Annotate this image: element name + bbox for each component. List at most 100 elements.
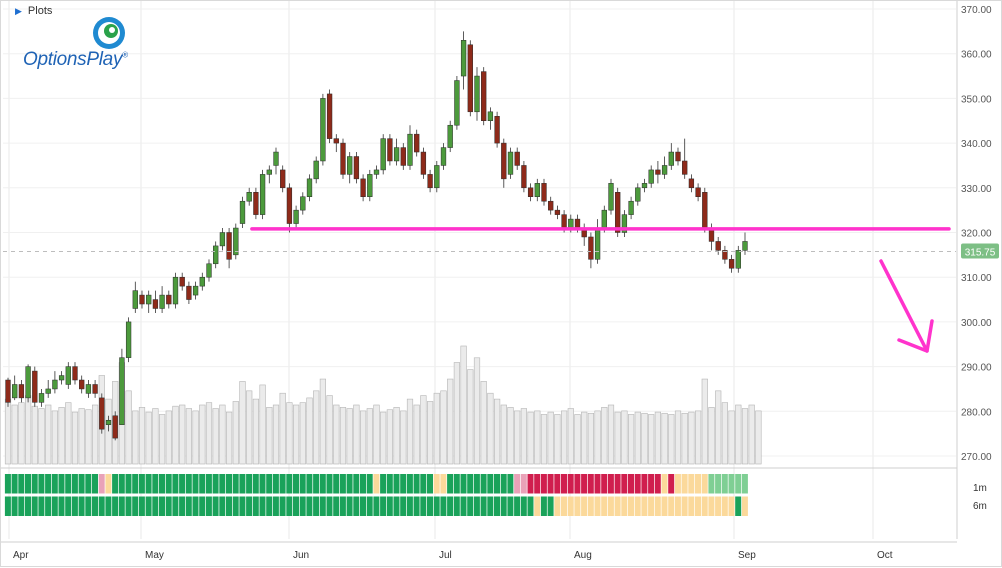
candle-body[interactable] [32,370,38,403]
candle-body[interactable] [320,98,326,162]
candle-body[interactable] [641,183,648,189]
candle-body[interactable] [407,133,413,166]
candle-body[interactable] [635,187,641,202]
candle-body[interactable] [192,285,199,296]
candle-body[interactable] [18,384,25,399]
candle-body[interactable] [72,366,78,381]
candle-body[interactable] [668,151,674,166]
candle-body[interactable] [159,294,165,309]
candle-body[interactable] [326,93,333,139]
candle-body[interactable] [146,294,152,305]
candle-body[interactable] [213,245,219,265]
candle-body[interactable] [367,174,373,197]
candle-body[interactable] [621,214,628,233]
candle-body[interactable] [594,227,601,260]
candle-body[interactable] [514,151,520,166]
candle-body[interactable] [467,44,473,113]
candle-body[interactable] [306,178,313,197]
candle-body[interactable] [38,393,45,403]
candle-body[interactable] [347,156,353,175]
candle-body[interactable] [239,200,246,224]
candle-body[interactable] [353,156,360,180]
candle-body[interactable] [85,384,92,394]
candle-body[interactable] [300,196,306,211]
candle-body[interactable] [588,236,594,260]
candle-body[interactable] [695,187,701,197]
candle-body[interactable] [280,169,286,189]
candle-body[interactable] [219,232,226,247]
candle-body[interactable] [507,151,514,175]
candle-body[interactable] [233,227,239,256]
candle-body[interactable] [152,299,159,309]
candle-body[interactable] [648,169,654,184]
candle-body[interactable] [527,187,534,197]
candle-body[interactable] [186,285,192,300]
candle-body[interactable] [293,209,299,224]
candle-body[interactable] [474,75,480,113]
candle-body[interactable] [722,250,728,260]
candle-body[interactable] [79,379,85,390]
candle-body[interactable] [661,165,668,175]
candle-body[interactable] [246,192,252,202]
candle-body[interactable] [387,138,393,162]
candle-body[interactable] [568,218,574,229]
candle-body[interactable] [92,384,98,394]
candle-body[interactable] [58,375,65,381]
candle-body[interactable] [380,138,386,171]
candle-body[interactable] [548,200,554,211]
candle-body[interactable] [333,138,339,144]
candle-body[interactable] [601,209,607,229]
candle-body[interactable] [655,169,661,175]
candle-body[interactable] [554,209,561,215]
candle-body[interactable] [460,40,467,77]
candle-body[interactable] [420,151,427,175]
candle-body[interactable] [454,80,460,126]
candle-body[interactable] [561,214,567,229]
candle-body[interactable] [494,116,500,144]
candle-body[interactable] [12,384,18,399]
candle-body[interactable] [702,192,708,229]
candle-body[interactable] [728,259,735,269]
candle-body[interactable] [259,174,266,215]
candle-body[interactable] [286,187,293,224]
candle-body[interactable] [105,419,112,425]
candle-body[interactable] [682,160,688,175]
candle-body[interactable] [266,169,272,175]
candle-body[interactable] [119,357,125,425]
candle-body[interactable] [52,379,58,390]
plots-toggle[interactable]: ▶ Plots [15,5,52,17]
candle-body[interactable] [608,183,614,211]
candle-body[interactable] [675,151,681,162]
candle-body[interactable] [715,241,721,251]
candle-body[interactable] [440,147,447,166]
candle-body[interactable] [427,174,433,189]
candle-body[interactable] [172,276,179,305]
candle-body[interactable] [487,111,494,121]
candle-body[interactable] [5,379,11,403]
candle-body[interactable] [45,388,51,394]
candle-body[interactable] [742,241,748,251]
candle-body[interactable] [615,192,621,233]
candle-body[interactable] [179,276,185,287]
candle-body[interactable] [688,178,695,189]
candle-body[interactable] [481,71,487,121]
candle-body[interactable] [226,232,232,260]
candle-body[interactable] [447,124,453,148]
candle-body[interactable] [373,169,380,175]
candle-body[interactable] [313,160,319,180]
candle-body[interactable] [414,133,420,153]
candle-body[interactable] [434,165,440,189]
candle-body[interactable] [521,165,527,189]
candle-body[interactable] [112,415,118,439]
candle-body[interactable] [166,294,172,305]
candle-body[interactable] [628,200,634,215]
candle-body[interactable] [253,192,259,215]
candle-body[interactable] [735,250,741,269]
candle-body[interactable] [65,366,71,385]
candle-body[interactable] [340,142,346,175]
candle-body[interactable] [132,290,138,309]
candle-body[interactable] [139,294,145,305]
candle-body[interactable] [360,178,366,197]
candle-body[interactable] [400,147,406,166]
